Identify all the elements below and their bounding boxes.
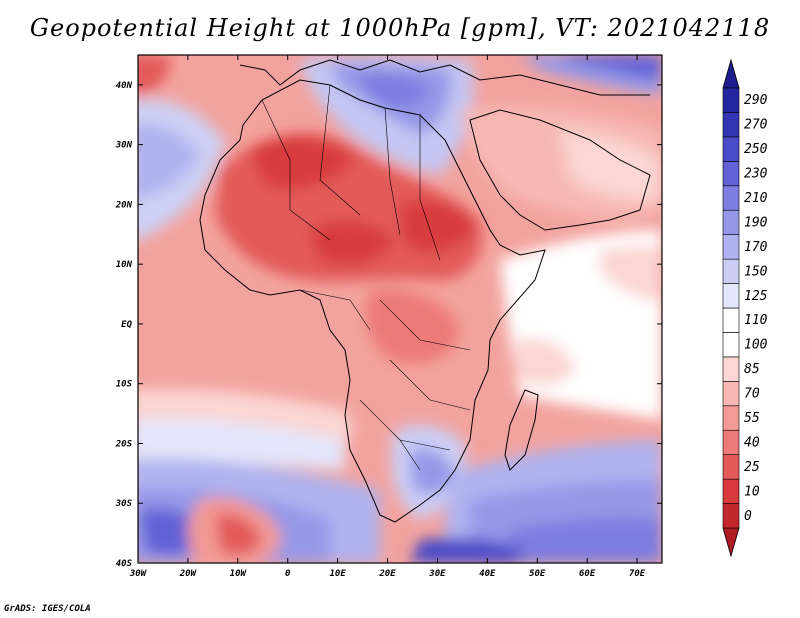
colorbar-segment [722, 478, 740, 504]
lat-tick-label: 20S [115, 439, 133, 449]
colorbar-label: 40 [744, 435, 760, 450]
lat-tick-label: 30S [115, 499, 133, 509]
colorbar-segment [722, 381, 740, 407]
colorbar-label: 25 [744, 460, 760, 475]
lat-tick-label: 30N [115, 141, 133, 151]
colorbar-segment [722, 454, 740, 480]
lon-tick-label: 50E [529, 569, 546, 579]
lat-tick-label: 20N [115, 200, 133, 210]
colorbar-segment [722, 405, 740, 431]
lat-tick-label: 10N [116, 260, 133, 270]
lon-tick-label: 40E [479, 569, 496, 579]
colorbar-label: 190 [744, 215, 768, 230]
colorbar-segment [722, 234, 740, 260]
coastlines [199, 59, 651, 523]
lon-tick-label: 60E [579, 569, 596, 579]
colorbar-label: 100 [744, 338, 768, 353]
colorbar-segment [722, 136, 740, 162]
colorbar-label: 230 [744, 167, 768, 182]
colorbar-segment [722, 307, 740, 333]
lat-tick-label: EQ [121, 320, 132, 330]
lon-tick-label: 10E [329, 569, 346, 579]
europe-coastline [239, 59, 650, 96]
lat-tick-label: 40N [116, 81, 133, 91]
map-frame [137, 54, 663, 564]
africa-coastline [199, 79, 546, 523]
colorbar-segment [722, 185, 740, 211]
colorbar-segment [722, 87, 740, 113]
colorbar-label: 290 [744, 93, 768, 108]
lat-tick-label: 40S [116, 559, 133, 569]
colorbar-label: 85 [744, 362, 760, 377]
lat-tick-label: 10S [116, 380, 133, 390]
colorbar: 0 10 25 40 55 70 85 100 110 125 150 170 190 210 230 250… [722, 58, 768, 558]
colorbar-segment [722, 503, 740, 529]
colorbar-top-arrow [722, 58, 740, 89]
colorbar-segment [722, 332, 740, 358]
lon-tick-label: 30W [129, 569, 148, 579]
height-field [138, 55, 662, 563]
lon-tick-label: 0 [285, 569, 291, 579]
colorbar-label: 70 [744, 387, 760, 402]
colorbar-segment [722, 283, 740, 309]
colorbar-label: 170 [744, 240, 768, 255]
colorbar-segment [722, 429, 740, 455]
colorbar-segment [722, 258, 740, 284]
colorbar-label: 125 [744, 289, 768, 304]
country-borders [261, 84, 471, 471]
lon-tick-label: 30E [428, 569, 446, 579]
madagascar-coastline [504, 389, 539, 471]
lon-tick-label: 70E [629, 569, 646, 579]
grads-credit: GrADS: IGES/COLA [4, 604, 91, 614]
colorbar-label: 210 [744, 191, 768, 206]
colorbar-segment [722, 161, 740, 187]
colorbar-label: 250 [744, 142, 768, 157]
latitude-axis: 40N 30N 20N 10N EQ 10S 20S 30S 40S [115, 81, 662, 569]
map-title: Geopotential Height at 1000hPa [gpm], VT… [29, 14, 771, 42]
colorbar-label: 55 [744, 411, 760, 426]
colorbar-label: 150 [744, 264, 768, 279]
colorbar-segment [722, 209, 740, 235]
colorbar-segment [722, 356, 740, 382]
colorbar-label: 110 [744, 313, 768, 328]
colorbar-label: 0 [744, 509, 752, 524]
lon-tick-label: 20W [179, 569, 198, 579]
colorbar-label: 270 [744, 118, 768, 133]
colorbar-label: 10 [744, 484, 760, 499]
arabia-coastline [469, 109, 651, 231]
longitude-axis: 30W 20W 10W 0 10E 20E 30E 40E 50E 60E 70E [129, 55, 646, 579]
lon-tick-label: 20E [378, 569, 396, 579]
colorbar-bottom-arrow [722, 527, 740, 558]
lon-tick-label: 10W [230, 569, 248, 579]
colorbar-segment [722, 112, 740, 138]
